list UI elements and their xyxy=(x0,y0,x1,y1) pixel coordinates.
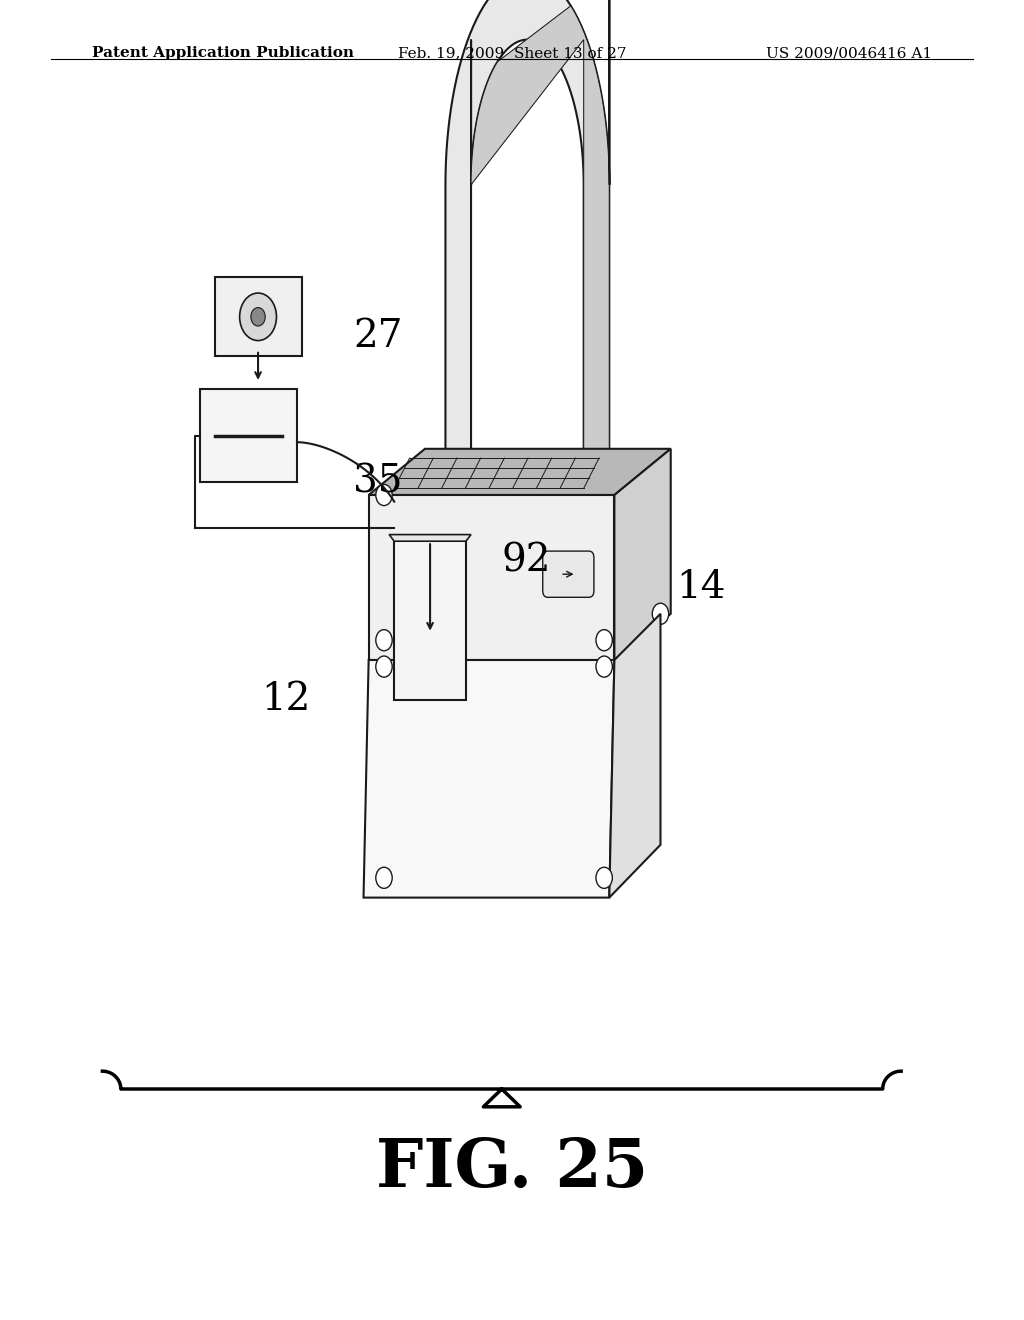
Polygon shape xyxy=(389,535,471,541)
FancyBboxPatch shape xyxy=(543,552,594,597)
Polygon shape xyxy=(614,449,671,660)
Circle shape xyxy=(376,867,392,888)
Text: 92: 92 xyxy=(502,543,551,579)
Text: 12: 12 xyxy=(261,681,310,718)
Circle shape xyxy=(596,867,612,888)
Polygon shape xyxy=(200,389,297,482)
Circle shape xyxy=(376,630,392,651)
Polygon shape xyxy=(394,535,466,700)
Text: Patent Application Publication: Patent Application Publication xyxy=(92,46,354,61)
Text: FIG. 25: FIG. 25 xyxy=(376,1135,648,1201)
Text: US 2009/0046416 A1: US 2009/0046416 A1 xyxy=(766,46,932,61)
Polygon shape xyxy=(369,449,671,495)
Circle shape xyxy=(251,308,265,326)
Polygon shape xyxy=(471,0,609,475)
Polygon shape xyxy=(364,660,614,898)
Circle shape xyxy=(596,656,612,677)
Circle shape xyxy=(652,603,669,624)
Circle shape xyxy=(596,630,612,651)
Circle shape xyxy=(376,656,392,677)
Text: 27: 27 xyxy=(353,318,402,355)
Polygon shape xyxy=(445,0,609,475)
Polygon shape xyxy=(215,277,302,356)
Circle shape xyxy=(376,484,392,506)
Polygon shape xyxy=(609,614,660,898)
Polygon shape xyxy=(369,495,614,660)
Text: 14: 14 xyxy=(676,569,725,606)
Text: 35: 35 xyxy=(353,463,402,500)
Text: Feb. 19, 2009  Sheet 13 of 27: Feb. 19, 2009 Sheet 13 of 27 xyxy=(397,46,627,61)
Circle shape xyxy=(240,293,276,341)
